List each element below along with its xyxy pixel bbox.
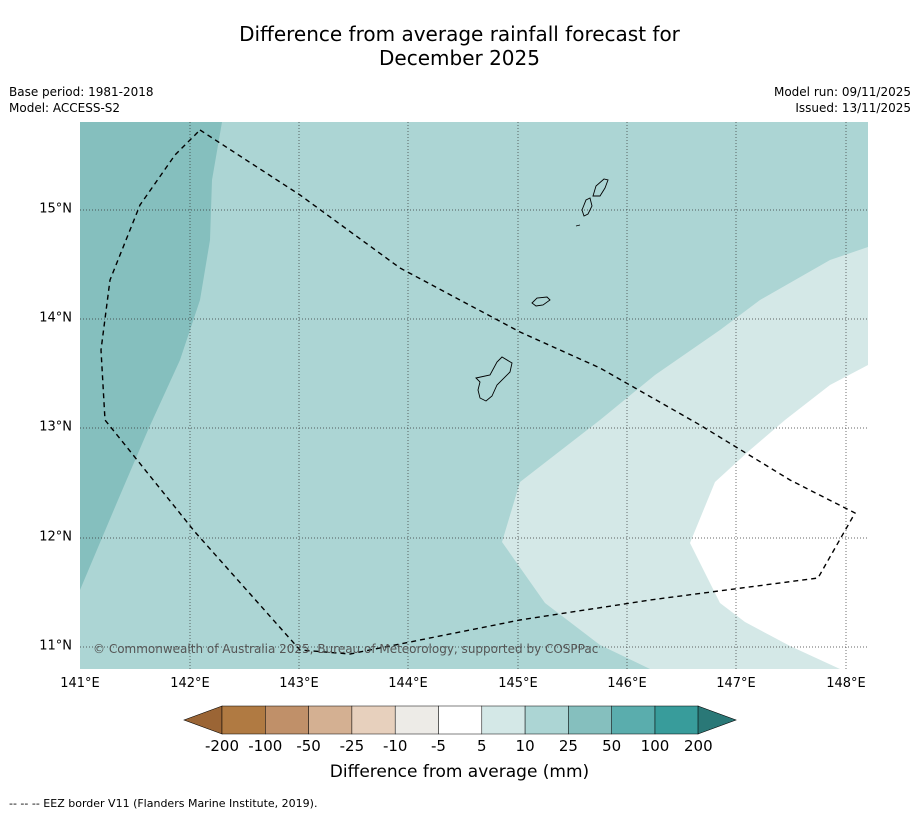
colorbar-segments (221, 705, 699, 735)
island-saipan (592, 178, 609, 197)
colorbar-tick-label: 100 (640, 737, 670, 755)
colorbar-segment (351, 705, 396, 735)
islands (475, 178, 609, 402)
x-tick-label: 145°E (498, 676, 538, 691)
grid (80, 122, 868, 669)
y-tick-label: 11°N (39, 638, 72, 654)
meta-left: Base period: 1981-2018 Model: ACCESS-S2 (9, 84, 154, 116)
colorbar-right-arrow (697, 705, 737, 735)
island-tinian (581, 197, 593, 217)
copyright-note: © Commonwealth of Australia 2025, Bureau… (93, 642, 599, 656)
colorbar-tick-label: 25 (558, 737, 578, 755)
model-run: Model run: 09/11/2025 (773, 85, 911, 99)
y-tick-label: 14°N (39, 310, 72, 326)
colorbar-segment (394, 705, 439, 735)
colorbar-tick-label: 200 (683, 737, 713, 755)
colorbar-tick-label: -5 (431, 737, 446, 755)
y-tick-label: 12°N (39, 529, 72, 545)
colorbar-label: Difference from average (mm) (329, 762, 590, 782)
colorbar-tick-label: 10 (515, 737, 535, 755)
meta-right: Model run: 09/11/2025 Issued: 13/11/2025 (774, 84, 911, 116)
island-aguijan (575, 224, 581, 227)
x-tick-label: 142°E (170, 676, 210, 691)
issued-date: Issued: 13/11/2025 (795, 101, 911, 115)
colorbar-segment (265, 705, 309, 735)
colorbar-left-arrow (183, 705, 223, 735)
x-tick-label: 147°E (716, 676, 756, 691)
colorbar (183, 705, 737, 735)
y-tick-label: 13°N (39, 419, 72, 435)
colorbar-tick-label: 50 (602, 737, 622, 755)
title-line-1: Difference from average rainfall forecas… (239, 22, 680, 46)
island-guam (475, 356, 513, 402)
map-area (80, 122, 868, 669)
x-tick-label: 143°E (279, 676, 319, 691)
colorbar-segment (611, 705, 656, 735)
colorbar-tick-label: -10 (382, 737, 408, 755)
colorbar-segment (524, 705, 569, 735)
colorbar-tick-label: 5 (477, 737, 487, 755)
colorbar-segment (481, 705, 526, 735)
colorbar-tick-label: -200 (204, 737, 240, 755)
x-tick-label: 148°E (826, 676, 866, 691)
colorbar-tick-label: -100 (248, 737, 283, 755)
colorbar-segment (438, 705, 483, 735)
base-period: Base period: 1981-2018 (9, 85, 154, 99)
x-tick-label: 141°E (60, 676, 100, 691)
x-tick-label: 144°E (388, 676, 428, 691)
colorbar-tick-label: -50 (296, 737, 321, 755)
colorbar-segment (654, 705, 699, 735)
colorbar-segment (568, 705, 612, 735)
chart-title: Difference from average rainfall forecas… (0, 22, 919, 70)
colorbar-segment (221, 705, 266, 735)
eez-legend-note: -- -- -- EEZ border V11 (Flanders Marine… (9, 797, 318, 810)
x-tick-label: 146°E (607, 676, 647, 691)
title-line-2: December 2025 (379, 46, 540, 70)
model-name: Model: ACCESS-S2 (9, 101, 121, 115)
colorbar-segment (308, 705, 353, 735)
island-rota (531, 296, 551, 307)
region-25-50 (80, 122, 222, 590)
y-tick-label: 15°N (39, 201, 72, 217)
region-neutral (690, 365, 868, 669)
colorbar-tick-label: -25 (339, 737, 365, 755)
